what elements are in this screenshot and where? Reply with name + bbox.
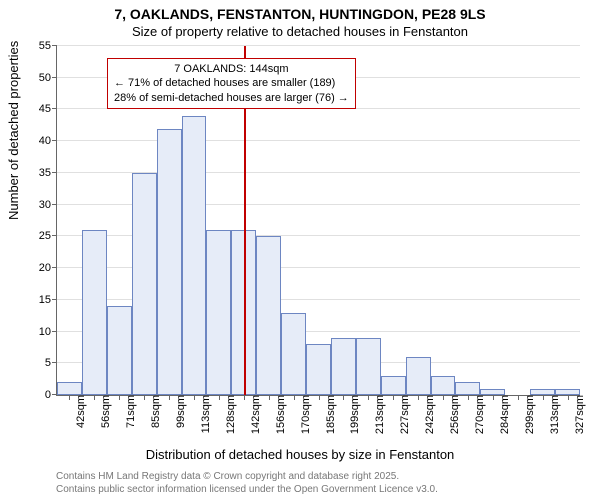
y-tick-label: 35 xyxy=(39,167,57,179)
x-tick-label: 170sqm xyxy=(298,395,312,434)
histogram-bar xyxy=(431,376,456,395)
x-tick-mark xyxy=(244,395,245,400)
x-tick-label: 284sqm xyxy=(497,395,511,434)
x-tick-mark xyxy=(269,395,270,400)
y-tick-label: 20 xyxy=(39,262,57,274)
x-tick-mark xyxy=(568,395,569,400)
x-tick-label: 99sqm xyxy=(173,395,187,428)
histogram-bar xyxy=(256,236,281,395)
footnote: Contains HM Land Registry data © Crown c… xyxy=(56,471,438,496)
y-tick-label: 55 xyxy=(39,40,57,52)
x-tick-label: 128sqm xyxy=(223,395,237,434)
x-tick-label: 256sqm xyxy=(447,395,461,434)
x-tick-mark xyxy=(219,395,220,400)
x-tick-label: 227sqm xyxy=(397,395,411,434)
histogram-bar xyxy=(132,173,157,395)
gridline xyxy=(57,45,580,46)
x-tick-label: 242sqm xyxy=(422,395,436,434)
y-tick-label: 50 xyxy=(39,72,57,84)
x-tick-mark xyxy=(443,395,444,400)
x-tick-mark xyxy=(393,395,394,400)
x-tick-mark xyxy=(468,395,469,400)
x-axis-label: Distribution of detached houses by size … xyxy=(0,447,600,462)
y-tick-label: 15 xyxy=(39,294,57,306)
x-tick-label: 185sqm xyxy=(323,395,337,434)
y-tick-label: 45 xyxy=(39,103,57,115)
x-tick-label: 142sqm xyxy=(248,395,262,434)
x-tick-mark xyxy=(319,395,320,400)
x-tick-mark xyxy=(518,395,519,400)
x-tick-mark xyxy=(194,395,195,400)
histogram-bar xyxy=(57,382,82,395)
x-tick-label: 199sqm xyxy=(347,395,361,434)
y-tick-label: 40 xyxy=(39,135,57,147)
x-tick-label: 213sqm xyxy=(372,395,386,434)
x-tick-mark xyxy=(493,395,494,400)
x-tick-mark xyxy=(294,395,295,400)
chart-title-main: 7, OAKLANDS, FENSTANTON, HUNTINGDON, PE2… xyxy=(0,6,600,22)
x-tick-label: 299sqm xyxy=(522,395,536,434)
histogram-bar xyxy=(206,230,231,395)
histogram-bar xyxy=(455,382,480,395)
x-tick-mark xyxy=(343,395,344,400)
x-tick-label: 56sqm xyxy=(98,395,112,428)
x-tick-label: 85sqm xyxy=(148,395,162,428)
y-tick-label: 30 xyxy=(39,199,57,211)
x-tick-mark xyxy=(119,395,120,400)
x-tick-mark xyxy=(368,395,369,400)
histogram-bar xyxy=(182,116,207,395)
x-tick-label: 270sqm xyxy=(472,395,486,434)
annotation-box: 7 OAKLANDS: 144sqm← 71% of detached hous… xyxy=(107,58,356,109)
histogram-bar xyxy=(306,344,331,395)
x-tick-label: 71sqm xyxy=(123,395,137,428)
x-tick-mark xyxy=(94,395,95,400)
gridline xyxy=(57,140,580,141)
histogram-bar xyxy=(356,338,381,395)
annotation-line: 7 OAKLANDS: 144sqm xyxy=(114,62,349,76)
x-tick-label: 113sqm xyxy=(198,395,212,433)
y-tick-label: 5 xyxy=(45,357,57,369)
x-tick-mark xyxy=(543,395,544,400)
y-tick-label: 25 xyxy=(39,230,57,242)
annotation-line: ← 71% of detached houses are smaller (18… xyxy=(114,76,349,90)
x-tick-mark xyxy=(169,395,170,400)
histogram-bar xyxy=(281,313,306,395)
x-tick-label: 42sqm xyxy=(73,395,87,428)
x-tick-label: 156sqm xyxy=(273,395,287,434)
y-tick-label: 10 xyxy=(39,326,57,338)
histogram-bar xyxy=(381,376,406,395)
histogram-bar xyxy=(82,230,107,395)
histogram-bar xyxy=(107,306,132,395)
histogram-bar xyxy=(331,338,356,395)
x-tick-mark xyxy=(418,395,419,400)
histogram-bar xyxy=(157,129,182,396)
chart-title-sub: Size of property relative to detached ho… xyxy=(0,24,600,39)
y-axis-label: Number of detached properties xyxy=(6,41,21,220)
x-tick-mark xyxy=(69,395,70,400)
y-tick-label: 0 xyxy=(45,389,57,401)
x-tick-label: 327sqm xyxy=(572,395,586,434)
chart-container: 7, OAKLANDS, FENSTANTON, HUNTINGDON, PE2… xyxy=(0,0,600,500)
histogram-bar xyxy=(406,357,431,395)
annotation-line: 28% of semi-detached houses are larger (… xyxy=(114,91,349,105)
footnote-line-1: Contains HM Land Registry data © Crown c… xyxy=(56,471,438,484)
x-tick-label: 313sqm xyxy=(547,395,561,434)
plot-area: 051015202530354045505542sqm56sqm71sqm85s… xyxy=(56,46,580,396)
x-tick-mark xyxy=(144,395,145,400)
footnote-line-2: Contains public sector information licen… xyxy=(56,484,438,497)
